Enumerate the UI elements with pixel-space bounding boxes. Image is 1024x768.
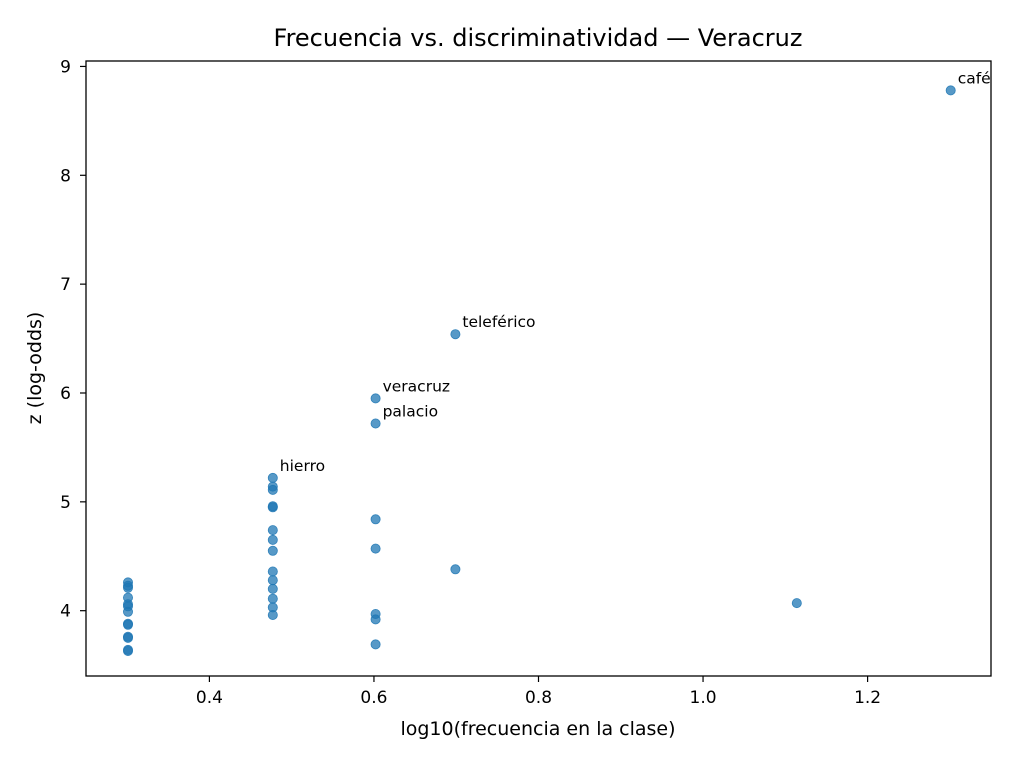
data-point [267, 593, 278, 604]
data-point [123, 606, 134, 617]
y-tick-label: 4 [60, 602, 71, 622]
x-axis-label: log10(frecuencia en la clase) [400, 718, 675, 740]
y-tick-label: 8 [60, 166, 71, 186]
x-tick-label: 1.0 [690, 688, 717, 708]
data-point [267, 525, 278, 536]
data-point [123, 619, 134, 630]
data-point [370, 514, 381, 525]
annotations-layer: café teleférico veracruz palacio hierro [280, 69, 991, 475]
y-tick-label: 6 [60, 384, 71, 404]
data-point [267, 472, 278, 483]
y-axis-label: z (log-odds) [24, 312, 46, 425]
y-axis-ticks: 4 5 6 7 8 9 [60, 57, 86, 622]
point-annotation: hierro [280, 457, 325, 475]
x-tick-label: 0.6 [360, 688, 387, 708]
data-point [123, 632, 134, 643]
data-point [370, 639, 381, 650]
y-tick-label: 7 [60, 275, 71, 295]
data-point [267, 534, 278, 545]
data-point [370, 393, 381, 404]
data-point [123, 646, 134, 657]
data-point [450, 564, 461, 575]
data-point [370, 614, 381, 625]
x-tick-label: 1.2 [854, 688, 881, 708]
point-annotation: veracruz [383, 377, 450, 395]
point-annotation: café [958, 69, 991, 87]
data-point [945, 85, 956, 96]
data-point [267, 575, 278, 586]
data-point [123, 582, 134, 593]
data-point [370, 418, 381, 429]
data-point [791, 598, 802, 609]
point-annotation: teleférico [462, 313, 535, 331]
data-point [370, 543, 381, 554]
data-point [267, 545, 278, 556]
data-point [450, 329, 461, 340]
y-tick-label: 5 [60, 493, 71, 513]
data-point [267, 484, 278, 495]
x-axis-ticks: 0.4 0.6 0.8 1.0 1.2 [196, 676, 881, 708]
x-tick-label: 0.4 [196, 688, 223, 708]
data-point [267, 566, 278, 577]
point-annotation: palacio [383, 403, 438, 421]
x-tick-label: 0.8 [525, 688, 552, 708]
data-point [267, 610, 278, 621]
data-point [267, 583, 278, 594]
points-layer [123, 85, 956, 657]
y-tick-label: 9 [60, 57, 71, 77]
data-point [267, 502, 278, 513]
chart-title: Frecuencia vs. discriminatividad — Verac… [274, 24, 803, 52]
